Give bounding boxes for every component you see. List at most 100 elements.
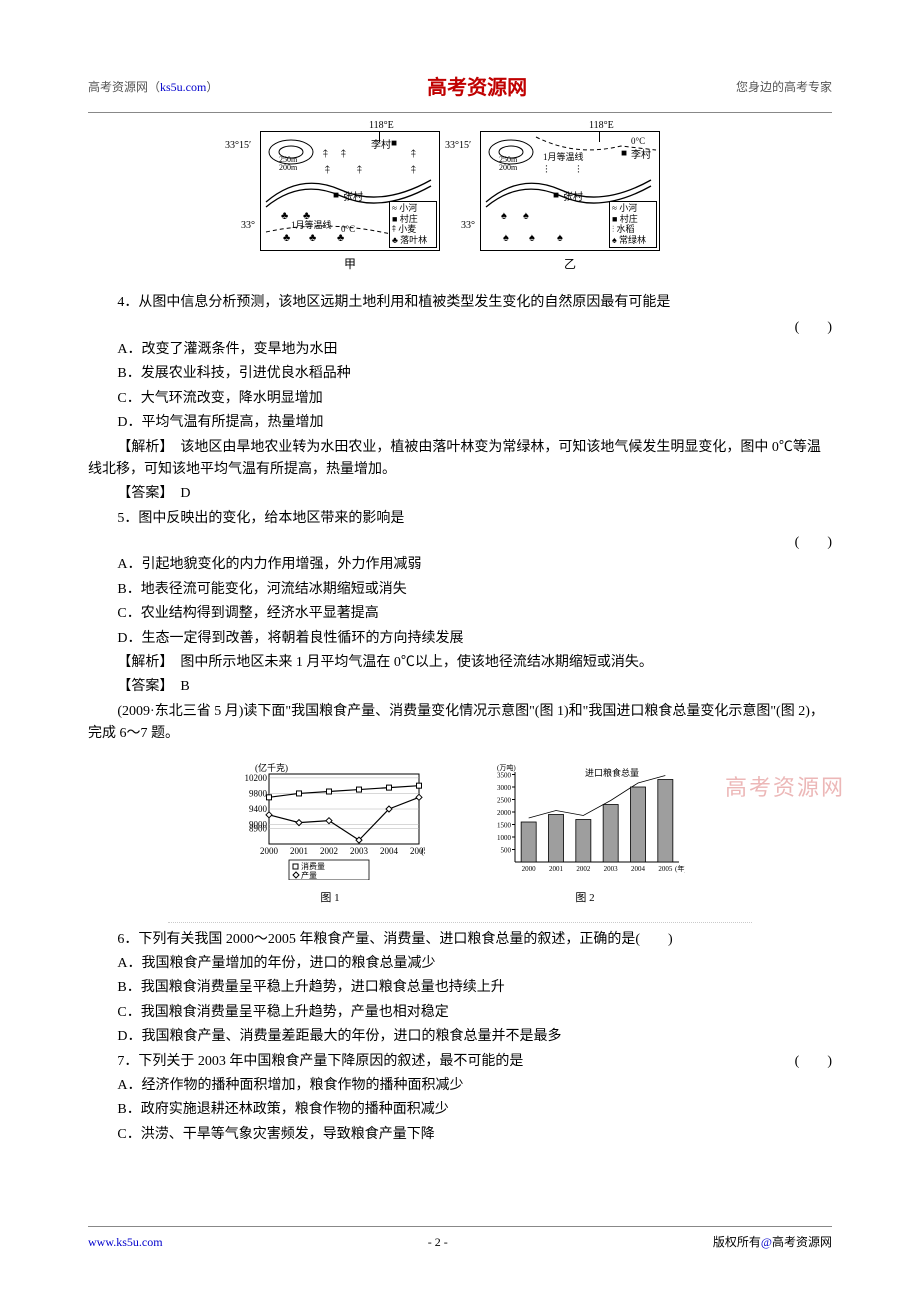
q4-b: B．发展农业科技，引进优良水稻品种 [88, 363, 832, 385]
veg-a-1: ⤉ [323, 146, 328, 164]
footer-brand: 高考资源网 [772, 1235, 832, 1249]
tree-a-4: ♣ [309, 230, 316, 248]
map-a-legend: ≈ 小河 ■ 村庄 ⤉ 小麦 ♣ 落叶林 [389, 201, 437, 248]
map-a-caption: 甲 [260, 255, 440, 274]
svg-text:消费量: 消费量 [301, 861, 325, 871]
veg-b-2: ⫶ [577, 162, 580, 180]
leg-a-decid: ♣ 落叶林 [392, 235, 434, 246]
leg-a-wheat: ⤉ 小麦 [392, 224, 434, 235]
svg-text:进口粮食总量: 进口粮食总量 [585, 767, 639, 778]
map-b-zhang-sym: ■ [553, 188, 559, 204]
q7-stem: 7．下列关于 2003 年中国粮食产量下降原因的叙述，最不可能的是 ( ) [88, 1051, 832, 1073]
veg-b-1: ⫶ [545, 162, 548, 180]
svg-text:(亿千克): (亿千克) [255, 762, 288, 773]
svg-text:2000: 2000 [522, 865, 537, 873]
tree-a-3: ♣ [283, 230, 290, 248]
chart2: 高考资源网 500100015002000250030003500(万吨)进口粮… [485, 760, 685, 908]
map-b-li: 李村 [631, 148, 651, 164]
svg-text:1000: 1000 [497, 834, 512, 842]
chart1-caption: 图 1 [235, 890, 425, 908]
map-b-lat-bot: 33° [461, 218, 475, 234]
veg-a-2: ⤉ [341, 146, 346, 164]
map-a: 118°E 33°15′ 33° 250m 200m 李村 ■ 张村 ■ 1月等… [260, 131, 440, 274]
svg-text:2500: 2500 [497, 796, 512, 804]
watermark: 高考资源网 [725, 770, 845, 805]
leg-b-village: ■ 村庄 [612, 214, 654, 225]
footer-rule [88, 1226, 832, 1227]
q4-stem: 4．从图中信息分析预测，该地区远期土地利用和植被类型发生变化的自然原因最有可能是 [88, 292, 832, 314]
veg-a-5: ⤉ [357, 162, 362, 180]
svg-text:(年): (年) [421, 845, 425, 856]
svg-text:2002: 2002 [320, 846, 338, 856]
tree-a-5: ♣ [337, 230, 344, 248]
leg-a-river: ≈ 小河 [392, 203, 434, 214]
map-b-c200: 200m [499, 162, 517, 175]
svg-text:2004: 2004 [631, 865, 646, 873]
q5-a: A．引起地貌变化的内力作用增强，外力作用减弱 [88, 554, 832, 576]
header-right: 您身边的高考专家 [736, 78, 832, 97]
charts-row: 890090009400980010200(亿千克)20002001200220… [88, 760, 832, 908]
header-center-logo: 高考资源网 [427, 72, 527, 104]
q6-b: B．我国粮食消费量呈平稳上升趋势，进口粮食总量也持续上升 [88, 977, 832, 999]
veg-a-3: ⤉ [411, 146, 416, 164]
q7-paren: ( ) [765, 1051, 832, 1073]
map-a-zhang-sym: ■ [333, 188, 339, 204]
header-link[interactable]: ks5u.com [160, 80, 206, 94]
header-left-prefix: 高考资源网（ [88, 80, 160, 94]
svg-text:2003: 2003 [604, 865, 619, 873]
q7-stem-text: 7．下列关于 2003 年中国粮食产量下降原因的叙述，最不可能的是 [117, 1054, 523, 1069]
footer-left-link[interactable]: www.ks5u.com [88, 1233, 163, 1252]
map-b-zhang: 张村 [563, 190, 583, 206]
q4-a: A．改变了灌溉条件，变旱地为水田 [88, 339, 832, 361]
map-b-legend: ≈ 小河 ■ 村庄 ⫶ 水稻 ♠ 常绿林 [609, 201, 657, 248]
tree-a-1: ♣ [281, 208, 288, 226]
q7-a: A．经济作物的播种面积增加，粮食作物的播种面积减少 [88, 1075, 832, 1097]
svg-text:9800: 9800 [249, 788, 268, 798]
q5-b: B．地表径流可能变化，河流结冰期缩短或消失 [88, 579, 832, 601]
tree-b-3: ♠ [503, 230, 509, 248]
footer-right-text: 版权所有 [713, 1235, 761, 1249]
map-a-zhang: 张村 [343, 190, 363, 206]
watermark-underline [168, 922, 752, 923]
tree-a-2: ♣ [303, 208, 310, 226]
leg-b-rice: ⫶ 水稻 [612, 224, 654, 235]
footer-at: @ [761, 1235, 772, 1249]
svg-text:10200: 10200 [245, 772, 268, 782]
svg-text:(年): (年) [675, 864, 685, 873]
map-b-lat-top: 33°15′ [445, 138, 471, 154]
q4-answer: 【答案】 D [88, 483, 832, 505]
map-a-lat-top: 33°15′ [225, 138, 251, 154]
map-b-frame: 118°E 33°15′ 33° 250m 200m 李村 ■ 张村 ■ 1月等… [480, 131, 660, 251]
footer-right: 版权所有@高考资源网 [713, 1233, 832, 1252]
svg-text:1500: 1500 [497, 821, 512, 829]
chart2-svg: 500100015002000250030003500(万吨)进口粮食总量200… [485, 760, 685, 880]
page-header: 高考资源网（ks5u.com） 高考资源网 您身边的高考专家 [88, 72, 832, 104]
q4-paren: ( ) [88, 317, 832, 339]
map-a-frame: 118°E 33°15′ 33° 250m 200m 李村 ■ 张村 ■ 1月等… [260, 131, 440, 251]
q4-analysis: 【解析】 该地区由旱地农业转为水田农业，植被由落叶林变为常绿林，可知该地气候发生… [88, 437, 832, 482]
tree-b-4: ♠ [529, 230, 535, 248]
leg-b-ever: ♠ 常绿林 [612, 235, 654, 246]
svg-text:2000: 2000 [260, 846, 279, 856]
q7-c: C．洪涝、干旱等气象灾害频发，导致粮食产量下降 [88, 1124, 832, 1146]
map-b-li-sym: ■ [621, 146, 627, 162]
veg-a-4: ⤉ [325, 162, 330, 180]
svg-text:2004: 2004 [380, 846, 399, 856]
q7-b: B．政府实施退耕还林政策，粮食作物的播种面积减少 [88, 1099, 832, 1121]
q5-stem: 5．图中反映出的变化，给本地区带来的影响是 [88, 508, 832, 530]
footer-page-num: - 2 - [428, 1233, 448, 1252]
svg-text:9000: 9000 [249, 819, 268, 829]
svg-text:2001: 2001 [549, 865, 564, 873]
q6-c: C．我国粮食消费量呈平稳上升趋势，产量也相对稳定 [88, 1002, 832, 1024]
q5-analysis: 【解析】 图中所示地区未来 1 月平均气温在 0℃以上，使该地径流结冰期缩短或消… [88, 652, 832, 674]
svg-text:2005: 2005 [658, 865, 673, 873]
map-b-caption: 乙 [480, 255, 660, 274]
leg-a-village: ■ 村庄 [392, 214, 434, 225]
chart2-caption: 图 2 [485, 890, 685, 908]
header-left-suffix: ） [206, 80, 218, 94]
tree-b-1: ♠ [501, 208, 507, 226]
map-a-c200: 200m [279, 162, 297, 175]
svg-text:500: 500 [501, 846, 512, 854]
q5-paren: ( ) [88, 532, 832, 554]
header-left: 高考资源网（ks5u.com） [88, 78, 218, 97]
